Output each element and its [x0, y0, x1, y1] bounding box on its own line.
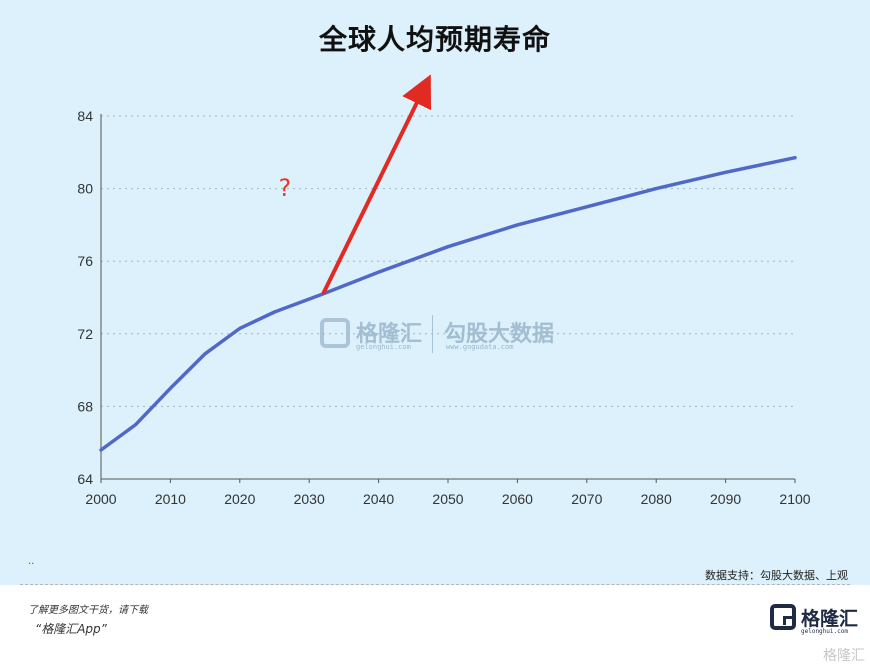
brand-name: 格隆汇	[801, 608, 859, 630]
y-tick-label: 84	[77, 108, 93, 124]
x-tick-label: 2060	[502, 491, 533, 507]
brand-url: gelonghui.com	[801, 628, 848, 635]
footer-divider	[20, 584, 850, 585]
red-arrow-annotation	[321, 74, 432, 295]
x-tick-label: 2100	[779, 491, 810, 507]
promo-line-2: “格隆汇App”	[35, 622, 107, 636]
question-mark-annotation: ?	[279, 174, 292, 202]
x-tick-label: 2020	[224, 491, 255, 507]
series-line-0	[99, 155, 797, 452]
y-tick-label: 64	[77, 471, 93, 487]
watermark-brand-url: gelonghui.com	[356, 343, 411, 351]
chart-title: 全球人均预期寿命	[318, 23, 551, 56]
watermark-data-url: www.gogudata.com	[446, 343, 514, 351]
x-tick-label: 2010	[155, 491, 186, 507]
brand-logo: 格隆汇 gelonghui.com	[770, 604, 858, 635]
watermark-logo-icon	[320, 318, 350, 348]
data-source: 数据支持：勾股大数据、上观	[705, 569, 848, 582]
y-tick-label: 80	[77, 181, 93, 197]
x-tick-label: 2080	[641, 491, 672, 507]
watermark-brand: 格隆汇	[356, 322, 423, 347]
promo-line-1: 了解更多图文干货，请下载	[28, 605, 148, 616]
x-tick-label: 2090	[710, 491, 741, 507]
x-tick-label: 2070	[571, 491, 602, 507]
corner-watermark: 格隆汇	[823, 648, 865, 664]
y-tick-label: 76	[77, 253, 93, 269]
chart-panel: 全球人均预期寿命 格隆汇 gelonghui.com 勾股大数据 www.gog…	[0, 0, 870, 585]
x-tick-label: 2050	[432, 491, 463, 507]
line-chart: 64 68 72 76 80 84 2000 2010 2020 2030 2040 2050 2060…	[77, 74, 811, 507]
x-tick-label: 2030	[294, 491, 325, 507]
footer-dots: ..	[28, 556, 35, 567]
x-tick-label: 2000	[85, 491, 116, 507]
y-tick-label: 68	[77, 398, 93, 414]
x-tick-label: 2040	[363, 491, 394, 507]
watermark-data-brand: 勾股大数据	[444, 322, 555, 347]
y-tick-label: 72	[77, 326, 93, 342]
brand-g-icon	[770, 604, 796, 630]
